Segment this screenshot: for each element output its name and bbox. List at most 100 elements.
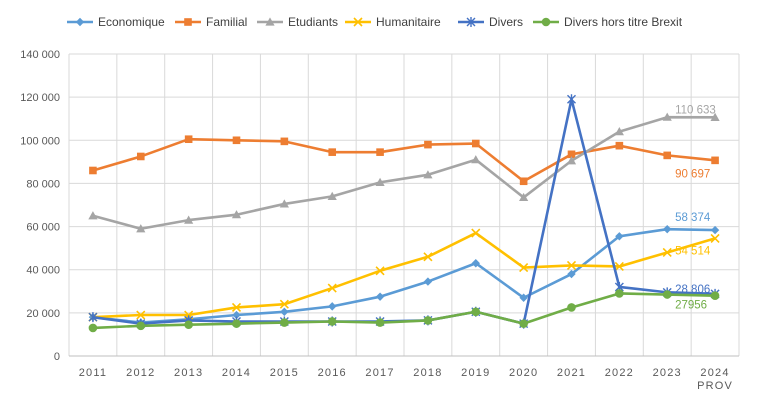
series-divers-hors-titre-brexit <box>88 289 720 333</box>
y-tick-label: 100 000 <box>20 135 60 147</box>
end-data-label: 58 374 <box>675 212 711 224</box>
data-point <box>280 137 289 146</box>
legend-label: Humanitaire <box>376 15 441 29</box>
data-point <box>471 228 481 238</box>
data-point <box>662 112 672 121</box>
legend-label: Familial <box>206 15 247 29</box>
data-point <box>710 225 720 235</box>
legend-label: Divers <box>489 15 523 29</box>
x-tick-label: 2015 <box>270 367 299 379</box>
y-tick-label: 20 000 <box>26 308 60 320</box>
y-axis-ticks: 0 20 000 40 000 60 000 80 000 100 000 120 000 1… <box>20 49 60 363</box>
data-point <box>376 148 384 156</box>
y-tick-label: 40 000 <box>26 265 60 277</box>
y-tick-label: 0 <box>54 351 60 363</box>
data-point <box>88 211 98 220</box>
data-point <box>519 293 528 302</box>
series-line <box>92 227 716 324</box>
x-tick-label: 2020 <box>509 367 538 379</box>
data-point <box>184 135 193 144</box>
data-point <box>662 290 672 299</box>
data-point <box>471 307 481 317</box>
data-point <box>471 259 480 268</box>
data-point <box>89 166 97 175</box>
data-point <box>471 155 481 164</box>
series-etudiants <box>88 112 720 233</box>
y-tick-label: 140 000 <box>20 49 60 61</box>
data-point <box>663 224 672 234</box>
end-data-label: 28 806 <box>675 284 710 296</box>
data-point <box>328 302 337 311</box>
data-point <box>88 312 98 323</box>
x-tick-label: 2014 <box>222 367 251 379</box>
data-point <box>280 307 289 316</box>
data-point <box>328 148 337 156</box>
data-point <box>567 94 576 105</box>
data-point <box>663 151 672 160</box>
data-point <box>232 319 241 328</box>
data-point <box>541 17 551 27</box>
x-tick-label: 2024 <box>700 367 729 379</box>
data-point <box>88 323 98 333</box>
data-point <box>75 17 85 27</box>
data-point <box>353 17 363 27</box>
data-point <box>519 192 529 202</box>
data-point <box>424 140 432 149</box>
x-axis-ticks: 2011 2012 2013 2014 2015 2016 2017 2018 2019 2020… <box>79 367 732 392</box>
x-tick-label: 2019 <box>461 367 490 379</box>
y-tick-label: 80 000 <box>26 178 60 190</box>
data-point <box>136 152 145 161</box>
data-point <box>423 316 433 325</box>
data-point <box>710 112 720 121</box>
data-point <box>615 232 624 241</box>
data-point <box>614 127 624 136</box>
data-point <box>614 261 624 272</box>
data-labels: 58 374 90 697 110 633 54 514 28 806 27956 <box>675 104 716 311</box>
end-data-label: 54 514 <box>675 245 711 257</box>
data-point <box>280 318 289 327</box>
data-point <box>519 319 528 328</box>
data-point <box>232 136 241 145</box>
data-point <box>231 302 242 313</box>
data-point <box>375 292 385 301</box>
data-point <box>184 215 194 224</box>
data-point <box>375 266 385 276</box>
data-point <box>423 170 433 179</box>
data-point <box>567 303 576 312</box>
x-tick-label: 2017 <box>365 367 394 379</box>
data-point <box>710 291 720 300</box>
series-lines <box>88 94 720 333</box>
series-humanitaire <box>88 228 720 322</box>
end-data-label: 110 633 <box>675 104 716 116</box>
data-point <box>471 139 480 148</box>
legend: Economique Familial Etudiants Humanitaire Di… <box>67 15 683 29</box>
data-point <box>615 289 624 298</box>
data-point <box>327 283 337 293</box>
data-point <box>136 310 146 320</box>
x-tick-label: 2023 <box>653 367 682 379</box>
data-point <box>279 199 289 208</box>
data-point <box>566 156 577 165</box>
data-point <box>184 320 193 330</box>
data-point <box>232 310 241 320</box>
data-point <box>231 210 242 219</box>
legend-item: Familial <box>175 15 247 29</box>
data-point <box>136 224 146 233</box>
series-line <box>92 137 716 183</box>
data-point <box>184 18 192 26</box>
data-point <box>279 299 289 309</box>
data-point <box>423 277 433 286</box>
data-point <box>265 17 275 26</box>
y-tick-label: 60 000 <box>26 222 60 234</box>
x-tick-label: 2013 <box>174 367 203 379</box>
data-point <box>327 317 337 326</box>
series-familial <box>89 135 719 186</box>
legend-label: Etudiants <box>288 15 338 29</box>
data-point <box>711 156 719 165</box>
legend-item: Divers hors titre Brexit <box>533 15 683 29</box>
x-tick-label: 2016 <box>318 367 347 379</box>
data-point <box>375 318 385 327</box>
legend-item: Etudiants <box>257 15 338 29</box>
x-tick-label: 2018 <box>413 367 442 379</box>
